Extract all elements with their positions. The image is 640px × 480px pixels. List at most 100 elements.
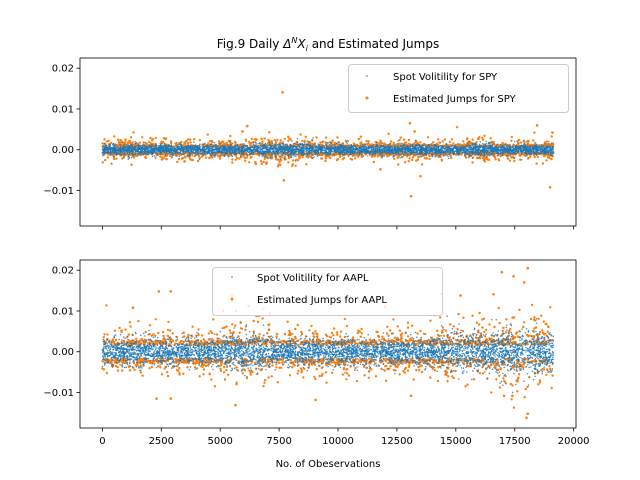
spy-jump-point: [532, 139, 535, 142]
spy-spot-point: [304, 142, 306, 144]
spy-jump-point: [116, 138, 120, 141]
spy-spot-point: [182, 153, 184, 155]
spy-jump-point: [301, 139, 304, 143]
spy-spot-point: [197, 153, 199, 156]
spy-jump-point: [525, 140, 528, 143]
spy-spot-point: [507, 145, 510, 147]
spy-spot-point: [399, 154, 402, 156]
spy-spot-point: [319, 152, 322, 154]
spy-jump-point: [238, 157, 241, 160]
spy-jump-point: [476, 137, 480, 140]
spy-spot-point: [174, 145, 176, 148]
spy-jump-point: [112, 157, 116, 161]
spy-jump-point: [393, 157, 396, 160]
spy-spot-point: [121, 141, 123, 144]
spy-jump-point: [189, 138, 192, 141]
spy-jump-point: [248, 161, 251, 164]
spy-spot-point: [415, 153, 417, 156]
spy-spot-point: [290, 156, 292, 159]
spy-jump-point: [119, 138, 122, 142]
spy-jump-point: [452, 142, 455, 145]
spy-jump-point: [211, 141, 214, 144]
spy-spot-point: [214, 154, 216, 156]
spy-jump-point: [398, 138, 401, 142]
spy-jump-point: [397, 142, 401, 145]
spy-spot-point: [101, 146, 104, 149]
spy-panel: −0.010.000.010.02 Spot Volitility for SP…: [43, 57, 577, 230]
spy-jump-point: [305, 155, 308, 158]
spy-spot-point: [275, 140, 277, 143]
spy-spot-point: [501, 152, 503, 154]
spy-jump-outlier: [409, 194, 413, 198]
spy-jump-outlier: [535, 124, 539, 127]
spy-spot-point: [547, 143, 550, 145]
spy-jump-point: [247, 140, 251, 143]
spy-jump-point: [426, 136, 430, 139]
spy-jump-point: [189, 141, 192, 144]
spy-jump-point: [331, 139, 334, 142]
spy-jump-point: [115, 157, 118, 160]
spy-spot-point: [329, 144, 331, 146]
spy-spot-point: [440, 144, 443, 147]
spy-jump-point: [260, 137, 263, 140]
spy-spot-point: [447, 157, 450, 160]
spy-spot-point: [178, 155, 181, 158]
spy-jump-point: [441, 140, 444, 143]
spy-jump-point: [481, 136, 484, 140]
spy-jump-point: [298, 157, 301, 160]
spy-jump-point: [492, 140, 495, 144]
spy-spot-point: [478, 156, 480, 158]
spy-spot-point: [360, 144, 362, 147]
spy-jump-point: [494, 158, 497, 161]
spy-jump-point: [389, 140, 393, 143]
spy-spot-point: [380, 144, 383, 146]
spy-jump-point: [545, 159, 548, 162]
spy-spot-point: [357, 144, 359, 147]
spy-spot-point: [513, 141, 516, 143]
spy-jump-point: [450, 138, 454, 141]
spy-jump-point: [254, 161, 257, 165]
spy-spot-point: [269, 156, 271, 158]
spy-spot-point: [239, 155, 242, 157]
spy-spot-point: [356, 152, 359, 154]
spy-jump-point: [320, 157, 324, 160]
spy-spot-point: [478, 143, 481, 146]
spy-spot-point: [296, 141, 299, 144]
spy-spot-point: [145, 145, 148, 148]
spy-jump-point: [154, 136, 157, 140]
title-x: X: [296, 37, 306, 51]
spy-spot-point: [351, 155, 354, 157]
spy-jump-point: [466, 137, 469, 140]
spy-jump-point: [113, 135, 116, 138]
spy-jump-point: [536, 155, 539, 159]
spy-jump-outlier: [241, 130, 244, 133]
spy-jump-point: [110, 162, 113, 165]
spy-spot-point: [471, 157, 474, 160]
spy-spot-point: [308, 140, 310, 143]
spy-spot-point: [485, 156, 488, 158]
spy-spot-point: [431, 144, 433, 147]
spy-spot-point: [150, 149, 152, 151]
spy-jump-point: [336, 157, 340, 161]
spy-jump-point: [510, 139, 513, 142]
spy-spot-point: [124, 152, 126, 155]
spy-jump-outlier: [379, 168, 382, 171]
spy-jump-point: [392, 141, 395, 144]
spy-jump-point: [245, 156, 249, 159]
spy-jump-point: [403, 161, 407, 164]
title-prefix: Fig.9 Daily: [217, 37, 283, 51]
spy-spot-point: [279, 157, 282, 160]
spy-jump-point: [417, 156, 420, 159]
spy-jump-point: [193, 138, 196, 141]
spy-spot-point: [439, 141, 442, 144]
spy-spot-point: [123, 155, 125, 158]
spy-jump-point: [550, 157, 553, 161]
spy-spot-point: [457, 154, 459, 156]
spy-jump-point: [483, 134, 486, 137]
spy-spot-point: [195, 153, 198, 156]
spy-spot-point: [379, 153, 382, 156]
spy-spot-point: [330, 145, 333, 147]
spy-spot-point: [538, 145, 540, 148]
spy-spot-point: [266, 157, 268, 159]
spy-spot-point: [395, 144, 397, 146]
